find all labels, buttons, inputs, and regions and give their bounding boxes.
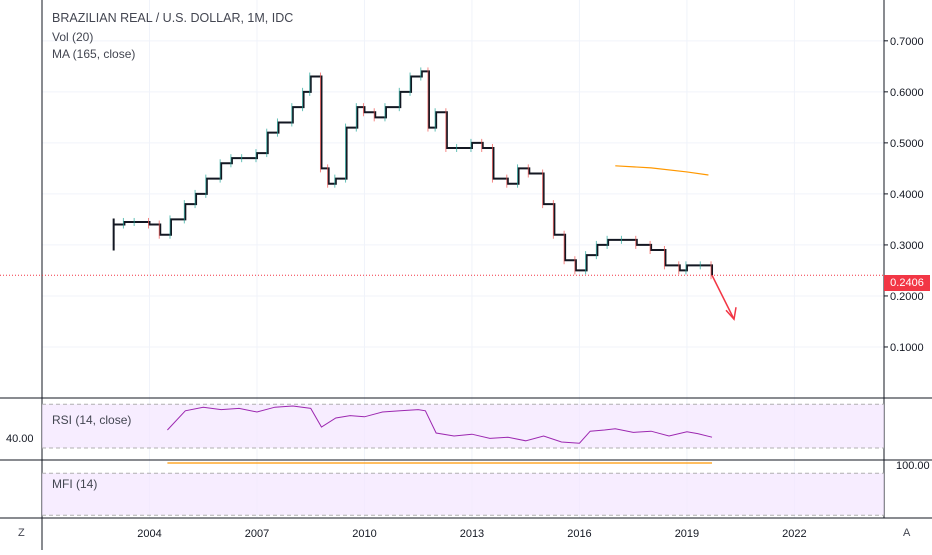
moving-average-line (615, 165, 709, 176)
x-tick-label: 2007 (245, 528, 269, 540)
chart-title[interactable]: BRAZILIAN REAL / U.S. DOLLAR, 1M, IDC (52, 11, 294, 25)
volume-legend[interactable]: Vol (20) (52, 30, 94, 44)
y-tick-label: 0.5000 (890, 138, 924, 150)
y-tick-label: 0.1000 (890, 342, 924, 354)
mfi-axis-label: 100.00 (896, 460, 930, 472)
auto-scale-button[interactable]: A (903, 527, 911, 539)
y-tick-label: 0.7000 (890, 36, 924, 48)
tick-labels: 2004 2007 2010 2013 2016 2019 2022 0.1000 0.2000… (6, 36, 930, 540)
price-series-line (113, 70, 714, 276)
y-tick-label: 0.6000 (890, 87, 924, 99)
rsi-band (42, 404, 884, 448)
mfi-legend[interactable]: MFI (14) (52, 477, 98, 491)
x-tick-label: 2013 (460, 528, 484, 540)
indicator-panes (42, 403, 884, 516)
last-price-tag: 0.2406 (884, 275, 930, 291)
x-tick-label: 2010 (352, 528, 376, 540)
series-layer (0, 67, 884, 464)
moving-average-legend[interactable]: MA (165, close) (52, 47, 136, 61)
mfi-band (42, 473, 884, 516)
zoom-corner-button[interactable]: Z (18, 527, 25, 539)
rsi-legend[interactable]: RSI (14, close) (52, 413, 132, 427)
x-tick-label: 2022 (782, 528, 806, 540)
y-tick-label: 0.2000 (890, 291, 924, 303)
arrow-shaft (711, 274, 735, 320)
x-tick-label: 2004 (137, 528, 161, 540)
rsi-axis-label: 40.00 (6, 433, 34, 445)
chart-grid (42, 0, 884, 518)
y-tick-label: 0.3000 (890, 240, 924, 252)
rsi-line (167, 405, 713, 444)
y-tick-label: 0.4000 (890, 189, 924, 201)
x-tick-label: 2019 (675, 528, 699, 540)
arrow-head (725, 307, 737, 321)
x-tick-label: 2016 (567, 528, 591, 540)
